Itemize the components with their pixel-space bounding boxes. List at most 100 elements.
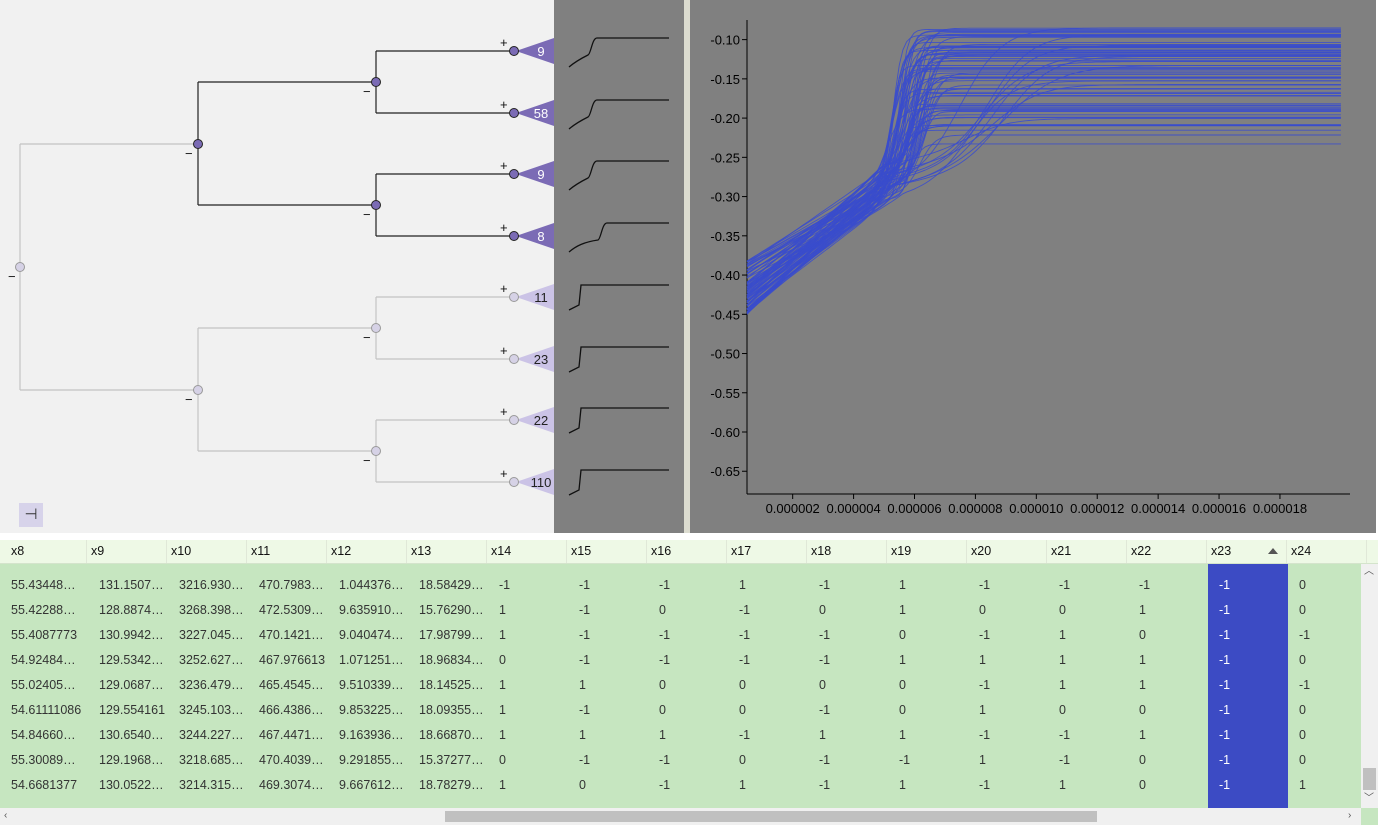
table-cell: 0 xyxy=(899,628,906,642)
table-cell: 0 xyxy=(1299,578,1306,592)
table-cell: 55.02405… xyxy=(11,678,76,692)
table-cell: 9.510339… xyxy=(339,678,404,692)
series-line xyxy=(746,110,1341,302)
column-header-x19[interactable]: x19 xyxy=(887,540,967,563)
cluster-thumbnail-line xyxy=(568,99,669,130)
scroll-left-icon[interactable]: ‹ xyxy=(4,810,8,821)
table-cell: 1 xyxy=(899,653,906,667)
series-line xyxy=(746,34,1341,305)
table-row[interactable]: 54.92484… 129.5342… 3252.627… 467.976613 1.0… xyxy=(0,648,1361,673)
selected-column-cell xyxy=(1208,564,1288,573)
table-cell: 0 xyxy=(979,603,986,617)
scroll-down-icon[interactable]: ﹀ xyxy=(1364,793,1374,804)
column-header-x22[interactable]: x22 xyxy=(1127,540,1207,563)
tree-node xyxy=(193,139,203,149)
table-cell: 1.044376… xyxy=(339,578,404,592)
cluster-size-wedge xyxy=(516,100,554,126)
table-cell: 130.9942… xyxy=(99,628,164,642)
expand-toggle-icon: + xyxy=(500,97,508,112)
scroll-right-icon[interactable]: › xyxy=(1348,810,1352,821)
cluster-thumbnail-line xyxy=(568,407,669,434)
panel-splitter[interactable] xyxy=(684,0,690,533)
table-row[interactable]: 55.4087773 130.9942… 3227.045… 470.1421… 9.0… xyxy=(0,623,1361,648)
column-header-x16[interactable]: x16 xyxy=(647,540,727,563)
table-row[interactable]: 54.6681377 130.0522… 3214.315… 469.3074… 9.6… xyxy=(0,773,1361,798)
table-cell: -1 xyxy=(579,653,591,667)
table-cell: -1 xyxy=(1139,578,1151,592)
table-row[interactable]: 55.30089… 129.1968… 3218.685… 470.4039… 9.29… xyxy=(0,748,1361,773)
series-line xyxy=(746,67,1341,310)
table-row[interactable]: 54.84660… 130.6540… 3244.227… 467.4471… 9.16… xyxy=(0,723,1361,748)
table-row[interactable]: 55.02405… 129.0687… 3236.479… 465.4545… 9.51… xyxy=(0,673,1361,698)
column-header-x8[interactable]: x8 xyxy=(7,540,87,563)
line-plot: -0.10 -0.15 -0.20 -0.25 -0.30 -0.35 -0.40 -0.45… xyxy=(710,20,1350,516)
column-header-label: x20 xyxy=(971,544,992,558)
column-header-x9[interactable]: x9 xyxy=(87,540,167,563)
column-header-x11[interactable]: x11 xyxy=(247,540,327,563)
cluster-thumbnail-line xyxy=(568,469,669,496)
column-header-x15[interactable]: x15 xyxy=(567,540,647,563)
series-line xyxy=(746,91,1341,284)
vertical-scrollbar[interactable]: ︿ ﹀ xyxy=(1361,564,1378,808)
series-line xyxy=(746,84,1341,263)
series-line xyxy=(746,143,1341,310)
series-line xyxy=(746,55,1341,301)
table-row[interactable]: 54.61111086 129.554161 3245.103… 466.4386… 9… xyxy=(0,698,1361,723)
column-header-x13[interactable]: x13 xyxy=(407,540,487,563)
table-cell: 1 xyxy=(659,728,666,742)
table-header: x8 x9 x10 x11 x12 x13 x14 x15 x16 x17 x18 x19 x20 x21… xyxy=(0,540,1378,564)
series-line xyxy=(746,88,1341,307)
table-cell: -1 xyxy=(659,653,671,667)
vertical-scroll-thumb[interactable] xyxy=(1363,768,1376,790)
column-header-x17[interactable]: x17 xyxy=(727,540,807,563)
column-header-x18[interactable]: x18 xyxy=(807,540,887,563)
table-cell: 0 xyxy=(659,603,666,617)
series-line xyxy=(746,28,1341,315)
series-group xyxy=(746,27,1341,315)
scroll-up-icon[interactable]: ︿ xyxy=(1364,566,1374,577)
column-header-x14[interactable]: x14 xyxy=(487,540,567,563)
series-line xyxy=(746,54,1341,263)
column-header-x10[interactable]: x10 xyxy=(167,540,247,563)
column-header-label: x8 xyxy=(11,544,25,558)
table-cell: 466.4386… xyxy=(259,703,324,717)
x-tick-label: 0.000012 xyxy=(1070,501,1124,516)
table-row[interactable]: 55.42288… 128.8874… 3268.398… 472.5309… 9.63… xyxy=(0,598,1361,623)
table-cell: 1 xyxy=(819,728,826,742)
column-header-label: x13 xyxy=(411,544,432,558)
column-header-x20[interactable]: x20 xyxy=(967,540,1047,563)
table-cell: 3227.045… xyxy=(179,628,244,642)
table-cell: 470.7983… xyxy=(259,578,324,592)
column-header-label: x18 xyxy=(811,544,832,558)
table-row[interactable]: 55.43448… 131.1507… 3216.930… 470.7983… 1.04… xyxy=(0,573,1361,598)
column-header-x21[interactable]: x21 xyxy=(1047,540,1127,563)
tree-leaf-node xyxy=(509,108,519,118)
horizontal-scroll-thumb[interactable] xyxy=(445,811,1097,822)
series-line xyxy=(746,116,1341,295)
horizontal-scrollbar[interactable]: ‹ › xyxy=(0,808,1361,825)
sort-ascending-icon[interactable] xyxy=(1268,548,1278,554)
table-cell: 55.4087773 xyxy=(11,628,78,642)
tree-root-node xyxy=(15,262,25,272)
y-tick-label: -0.55 xyxy=(710,386,740,401)
collapse-tree-button[interactable]: ⊣ xyxy=(19,503,43,527)
table-cell: 18.66870… xyxy=(419,728,484,742)
table-cell: 1 xyxy=(1059,628,1066,642)
column-header-x23[interactable]: x23 xyxy=(1207,540,1287,563)
cluster-count-label: 9 xyxy=(537,167,544,182)
cluster-size-wedge xyxy=(516,161,554,187)
cluster-count-label: 110 xyxy=(531,475,552,490)
table-cell: 9.667612… xyxy=(339,778,404,792)
column-header-label: x22 xyxy=(1131,544,1152,558)
table-cell: -1 xyxy=(1208,648,1288,673)
table-cell: -1 xyxy=(819,753,831,767)
table-cell: -1 xyxy=(1208,673,1288,698)
series-line xyxy=(746,114,1341,297)
table-cell: -1 xyxy=(659,778,671,792)
series-line xyxy=(746,49,1341,314)
selected-column-cell xyxy=(1208,798,1288,808)
cluster-tree-panel: − − − − − − − +9 +58 +9 +8 +11 +23 +22 +110 ⊣ xyxy=(0,0,554,533)
column-header-overflow[interactable] xyxy=(1367,540,1378,563)
column-header-x12[interactable]: x12 xyxy=(327,540,407,563)
column-header-x24[interactable]: x24 xyxy=(1287,540,1367,563)
